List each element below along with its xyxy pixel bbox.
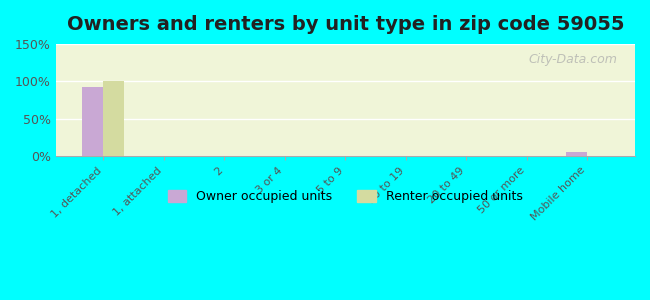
Legend: Owner occupied units, Renter occupied units: Owner occupied units, Renter occupied un… [162,185,528,208]
Bar [103,81,124,156]
Title: Owners and renters by unit type in zip code 59055: Owners and renters by unit type in zip c… [66,15,624,34]
Bar [82,86,103,156]
Text: City-Data.com: City-Data.com [528,53,618,66]
Bar [566,152,588,156]
